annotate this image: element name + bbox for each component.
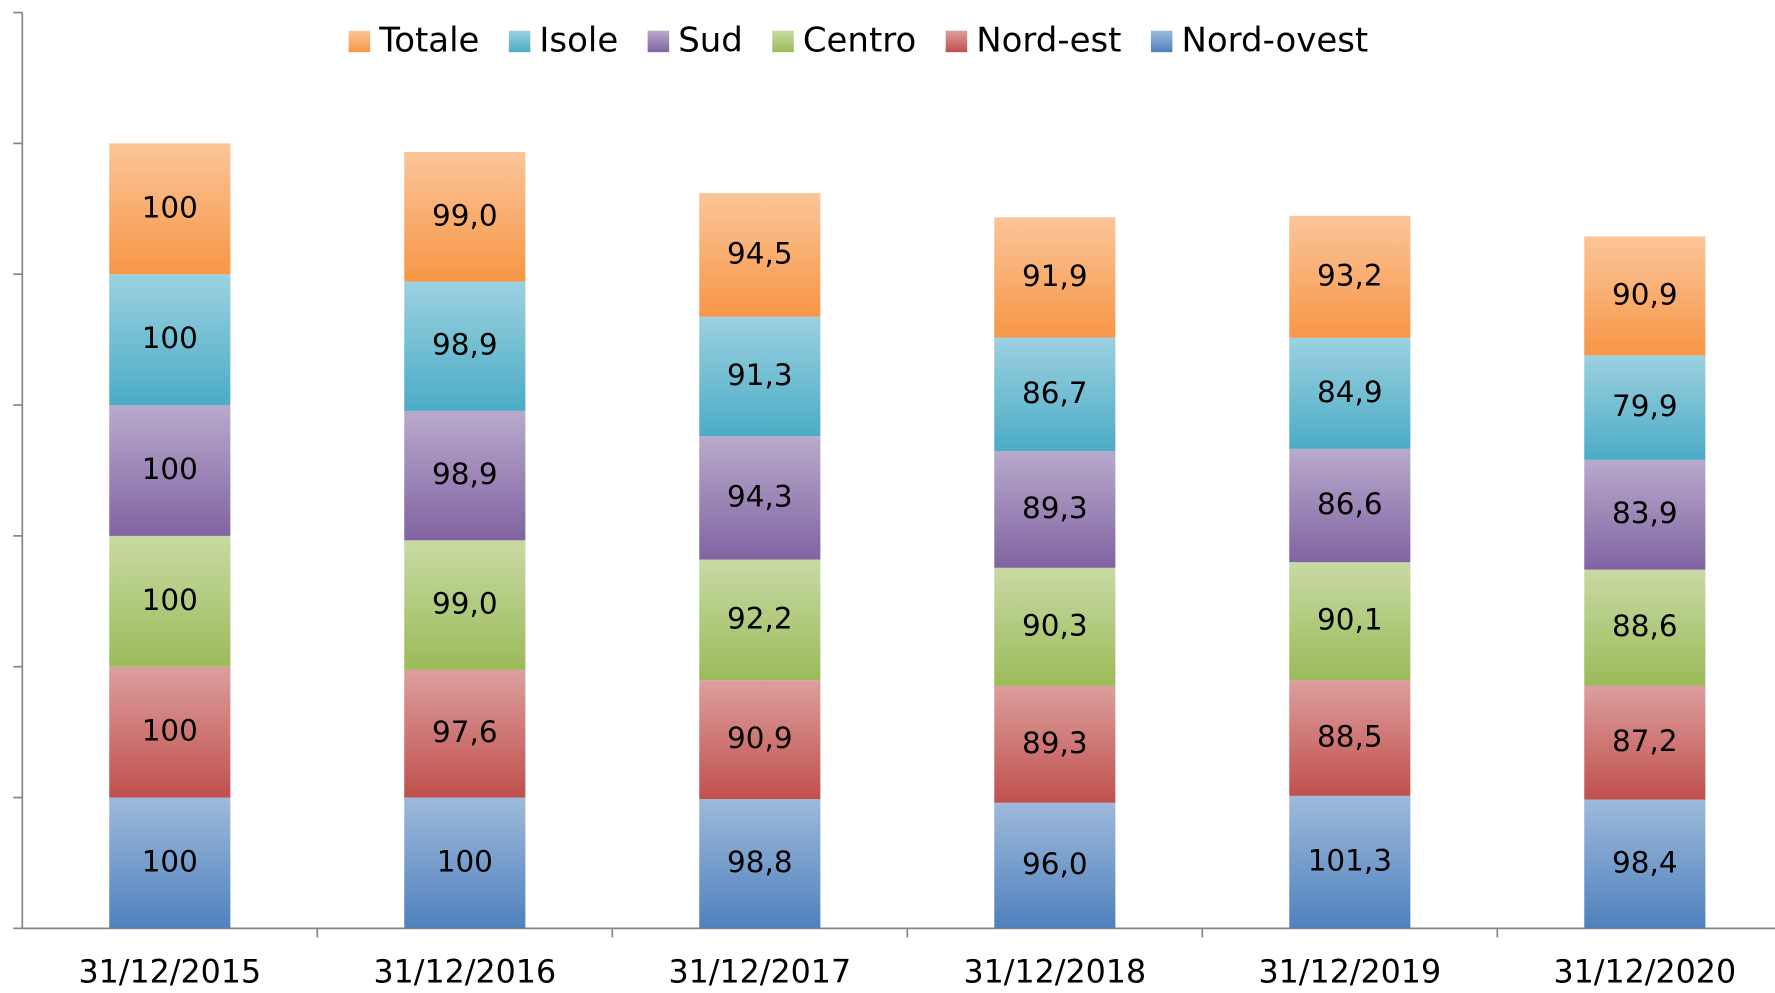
- bar-segment: [994, 337, 1116, 451]
- x-tick-label: 31/12/2016: [373, 955, 556, 991]
- data-label: 94,3: [727, 479, 793, 513]
- legend-swatch: [348, 30, 371, 53]
- legend-label: Nord-ovest: [1181, 20, 1368, 60]
- bar-segment: [1584, 459, 1706, 570]
- bar-segment: [994, 567, 1116, 686]
- data-label: 100: [142, 844, 198, 878]
- data-label: 88,5: [1317, 719, 1383, 753]
- bar-segment: [109, 797, 231, 929]
- legend-label: Totale: [378, 20, 479, 60]
- bar-segment: [994, 802, 1116, 929]
- bar-segment: [1584, 355, 1706, 460]
- data-label: 90,9: [1612, 277, 1678, 311]
- bar-segment: [1289, 562, 1411, 681]
- bar-segment: [109, 666, 231, 798]
- data-label: 87,2: [1612, 724, 1678, 758]
- bar-segment: [404, 152, 526, 282]
- data-label: 98,9: [432, 328, 498, 362]
- bar-segment: [109, 405, 231, 536]
- legend-label: Isole: [539, 20, 618, 60]
- legend-label: Nord-est: [976, 20, 1121, 60]
- data-label: 91,3: [727, 358, 793, 392]
- legend-swatch: [772, 30, 794, 53]
- data-label: 86,6: [1317, 487, 1383, 521]
- data-label: 101,3: [1308, 844, 1392, 878]
- data-label: 89,3: [1022, 726, 1088, 760]
- bar-segment: [109, 143, 231, 275]
- data-label: 86,7: [1022, 376, 1088, 410]
- data-label: 84,9: [1317, 375, 1383, 409]
- legend-swatch: [945, 30, 968, 53]
- x-tick-label: 31/12/2017: [668, 955, 851, 991]
- x-tick-label: 31/12/2020: [1553, 955, 1736, 991]
- bar-segment: [404, 797, 526, 929]
- bar-segment: [1289, 795, 1411, 929]
- bar-segment: [1289, 448, 1411, 563]
- data-label: 98,8: [727, 845, 793, 879]
- legend-swatch: [647, 30, 670, 53]
- legend-label: Sud: [678, 20, 743, 60]
- bar-segment: [109, 274, 231, 406]
- x-tick-label: 31/12/2019: [1258, 955, 1441, 991]
- data-label: 91,9: [1022, 259, 1088, 293]
- bar-segment: [699, 559, 821, 681]
- legend-swatch: [1150, 30, 1173, 53]
- data-label: 90,1: [1317, 603, 1383, 637]
- legend-swatch: [508, 30, 531, 53]
- data-label: 100: [142, 190, 198, 224]
- data-label: 100: [142, 452, 198, 486]
- bar-segment: [699, 680, 821, 800]
- data-label: 98,4: [1612, 845, 1678, 879]
- x-tick-label: 31/12/2018: [963, 955, 1146, 991]
- bar-segment: [1289, 680, 1411, 796]
- bar-segment: [1289, 215, 1411, 338]
- data-label: 90,3: [1022, 608, 1088, 642]
- bar-segment: [404, 281, 526, 411]
- data-label: 88,6: [1612, 609, 1678, 643]
- bar-segment: [994, 685, 1116, 803]
- bar-segment: [109, 535, 231, 667]
- bar-segment: [699, 799, 821, 929]
- data-label: 100: [142, 583, 198, 617]
- data-label: 100: [142, 714, 198, 748]
- bar-segment: [699, 436, 821, 560]
- data-label: 96,0: [1022, 847, 1088, 881]
- data-label: 94,5: [727, 236, 793, 270]
- data-label: 93,2: [1317, 258, 1383, 292]
- data-label: 100: [142, 321, 198, 355]
- data-label: 97,6: [432, 715, 498, 749]
- data-label: 100: [437, 844, 493, 878]
- bar-segment: [404, 410, 526, 541]
- legend-label: Centro: [803, 20, 916, 60]
- data-label: 90,9: [727, 721, 793, 755]
- data-label: 89,3: [1022, 491, 1088, 525]
- data-label: 99,0: [432, 587, 498, 621]
- bar-segment: [699, 193, 821, 317]
- bar-segment: [404, 669, 526, 798]
- bar-segment: [1584, 236, 1706, 356]
- bar-segment: [1584, 569, 1706, 686]
- data-label: 79,9: [1612, 389, 1678, 423]
- data-label: 98,9: [432, 457, 498, 491]
- bar-segment: [994, 217, 1116, 338]
- data-label: 99,0: [432, 198, 498, 232]
- bar-segment: [994, 450, 1116, 568]
- data-label: 92,2: [727, 601, 793, 635]
- data-label: 83,9: [1612, 496, 1678, 530]
- x-tick-label: 31/12/2015: [78, 955, 261, 991]
- bar-segment: [699, 316, 821, 437]
- bar-segment: [1584, 685, 1706, 800]
- bar-segment: [1584, 799, 1706, 929]
- bar-segment: [1289, 337, 1411, 449]
- bar-segment: [404, 540, 526, 670]
